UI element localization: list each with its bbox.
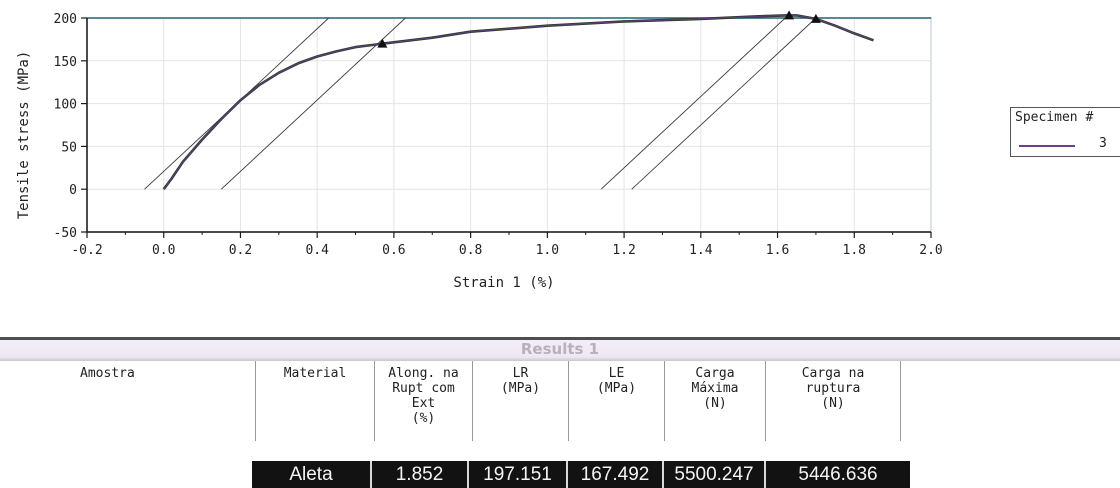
table-header-cell: Along. na Rupt com Ext (%) [375, 361, 473, 441]
x-tick-label: -0.2 [71, 243, 102, 258]
table-cell: 167.492 [566, 461, 662, 488]
x-tick-label: 1.6 [766, 243, 789, 258]
table-cell: 197.151 [467, 461, 566, 488]
y-tick-label: -50 [54, 226, 77, 241]
table-cell: Aleta [289, 464, 333, 485]
table-cell: 5446.636 [764, 461, 910, 488]
legend: Specimen # 3 [1010, 107, 1120, 157]
offset-line [631, 17, 817, 190]
results-table-row: Aleta 1.852 197.151 167.492 5500.247 5446.636 [252, 461, 910, 488]
results-header-band: Results 1 [0, 337, 1120, 361]
x-tick-label: 0.2 [229, 243, 252, 258]
table-header-cell: Amostra [0, 361, 256, 441]
x-tick-label: 0.8 [459, 243, 482, 258]
x-tick-label: 1.0 [536, 243, 559, 258]
data-marker [810, 13, 821, 23]
x-tick-label: 1.8 [843, 243, 866, 258]
plot-area [86, 17, 932, 233]
table-header-cell: Material [256, 361, 375, 441]
y-tick-label: 100 [54, 98, 77, 113]
legend-line-swatch [1019, 145, 1075, 147]
legend-title: Specimen # [1015, 110, 1094, 125]
x-tick-label: 0.4 [305, 243, 329, 258]
table-cell: 5500.247 [662, 461, 764, 488]
results-title: Results 1 [520, 340, 600, 358]
y-tick-label: 0 [69, 183, 77, 198]
offset-line [220, 17, 406, 190]
table-header-cell: Carga Máxima (N) [665, 361, 766, 441]
table-header-cell: Carga na ruptura (N) [766, 361, 901, 441]
data-marker [784, 10, 795, 20]
table-cell: 1.852 [370, 461, 467, 488]
y-axis-label: Tensile stress (MPa) [16, 51, 32, 220]
x-tick-label: 2.0 [919, 243, 942, 258]
data-marker [377, 38, 388, 48]
table-header-cell: LE (MPa) [569, 361, 665, 441]
x-tick-label: 0.0 [152, 243, 175, 258]
x-tick-label: 0.6 [382, 243, 405, 258]
x-tick-label: 1.4 [689, 243, 713, 258]
x-tick-label: 1.2 [612, 243, 635, 258]
table-header-cell: LR (MPa) [473, 361, 569, 441]
x-axis-label: Strain 1 (%) [453, 275, 554, 291]
legend-entry-label: 3 [1099, 136, 1107, 151]
y-tick-label: 200 [54, 12, 77, 27]
offset-line [600, 17, 786, 190]
stress-strain-chart: -0.2 0.0 0.2 0.4 0.6 0.8 1.0 1.2 1.4 1.6 1.8 2.0 200… [16, 10, 943, 291]
y-tick-label: 150 [54, 55, 77, 70]
y-tick-label: 50 [61, 140, 77, 155]
